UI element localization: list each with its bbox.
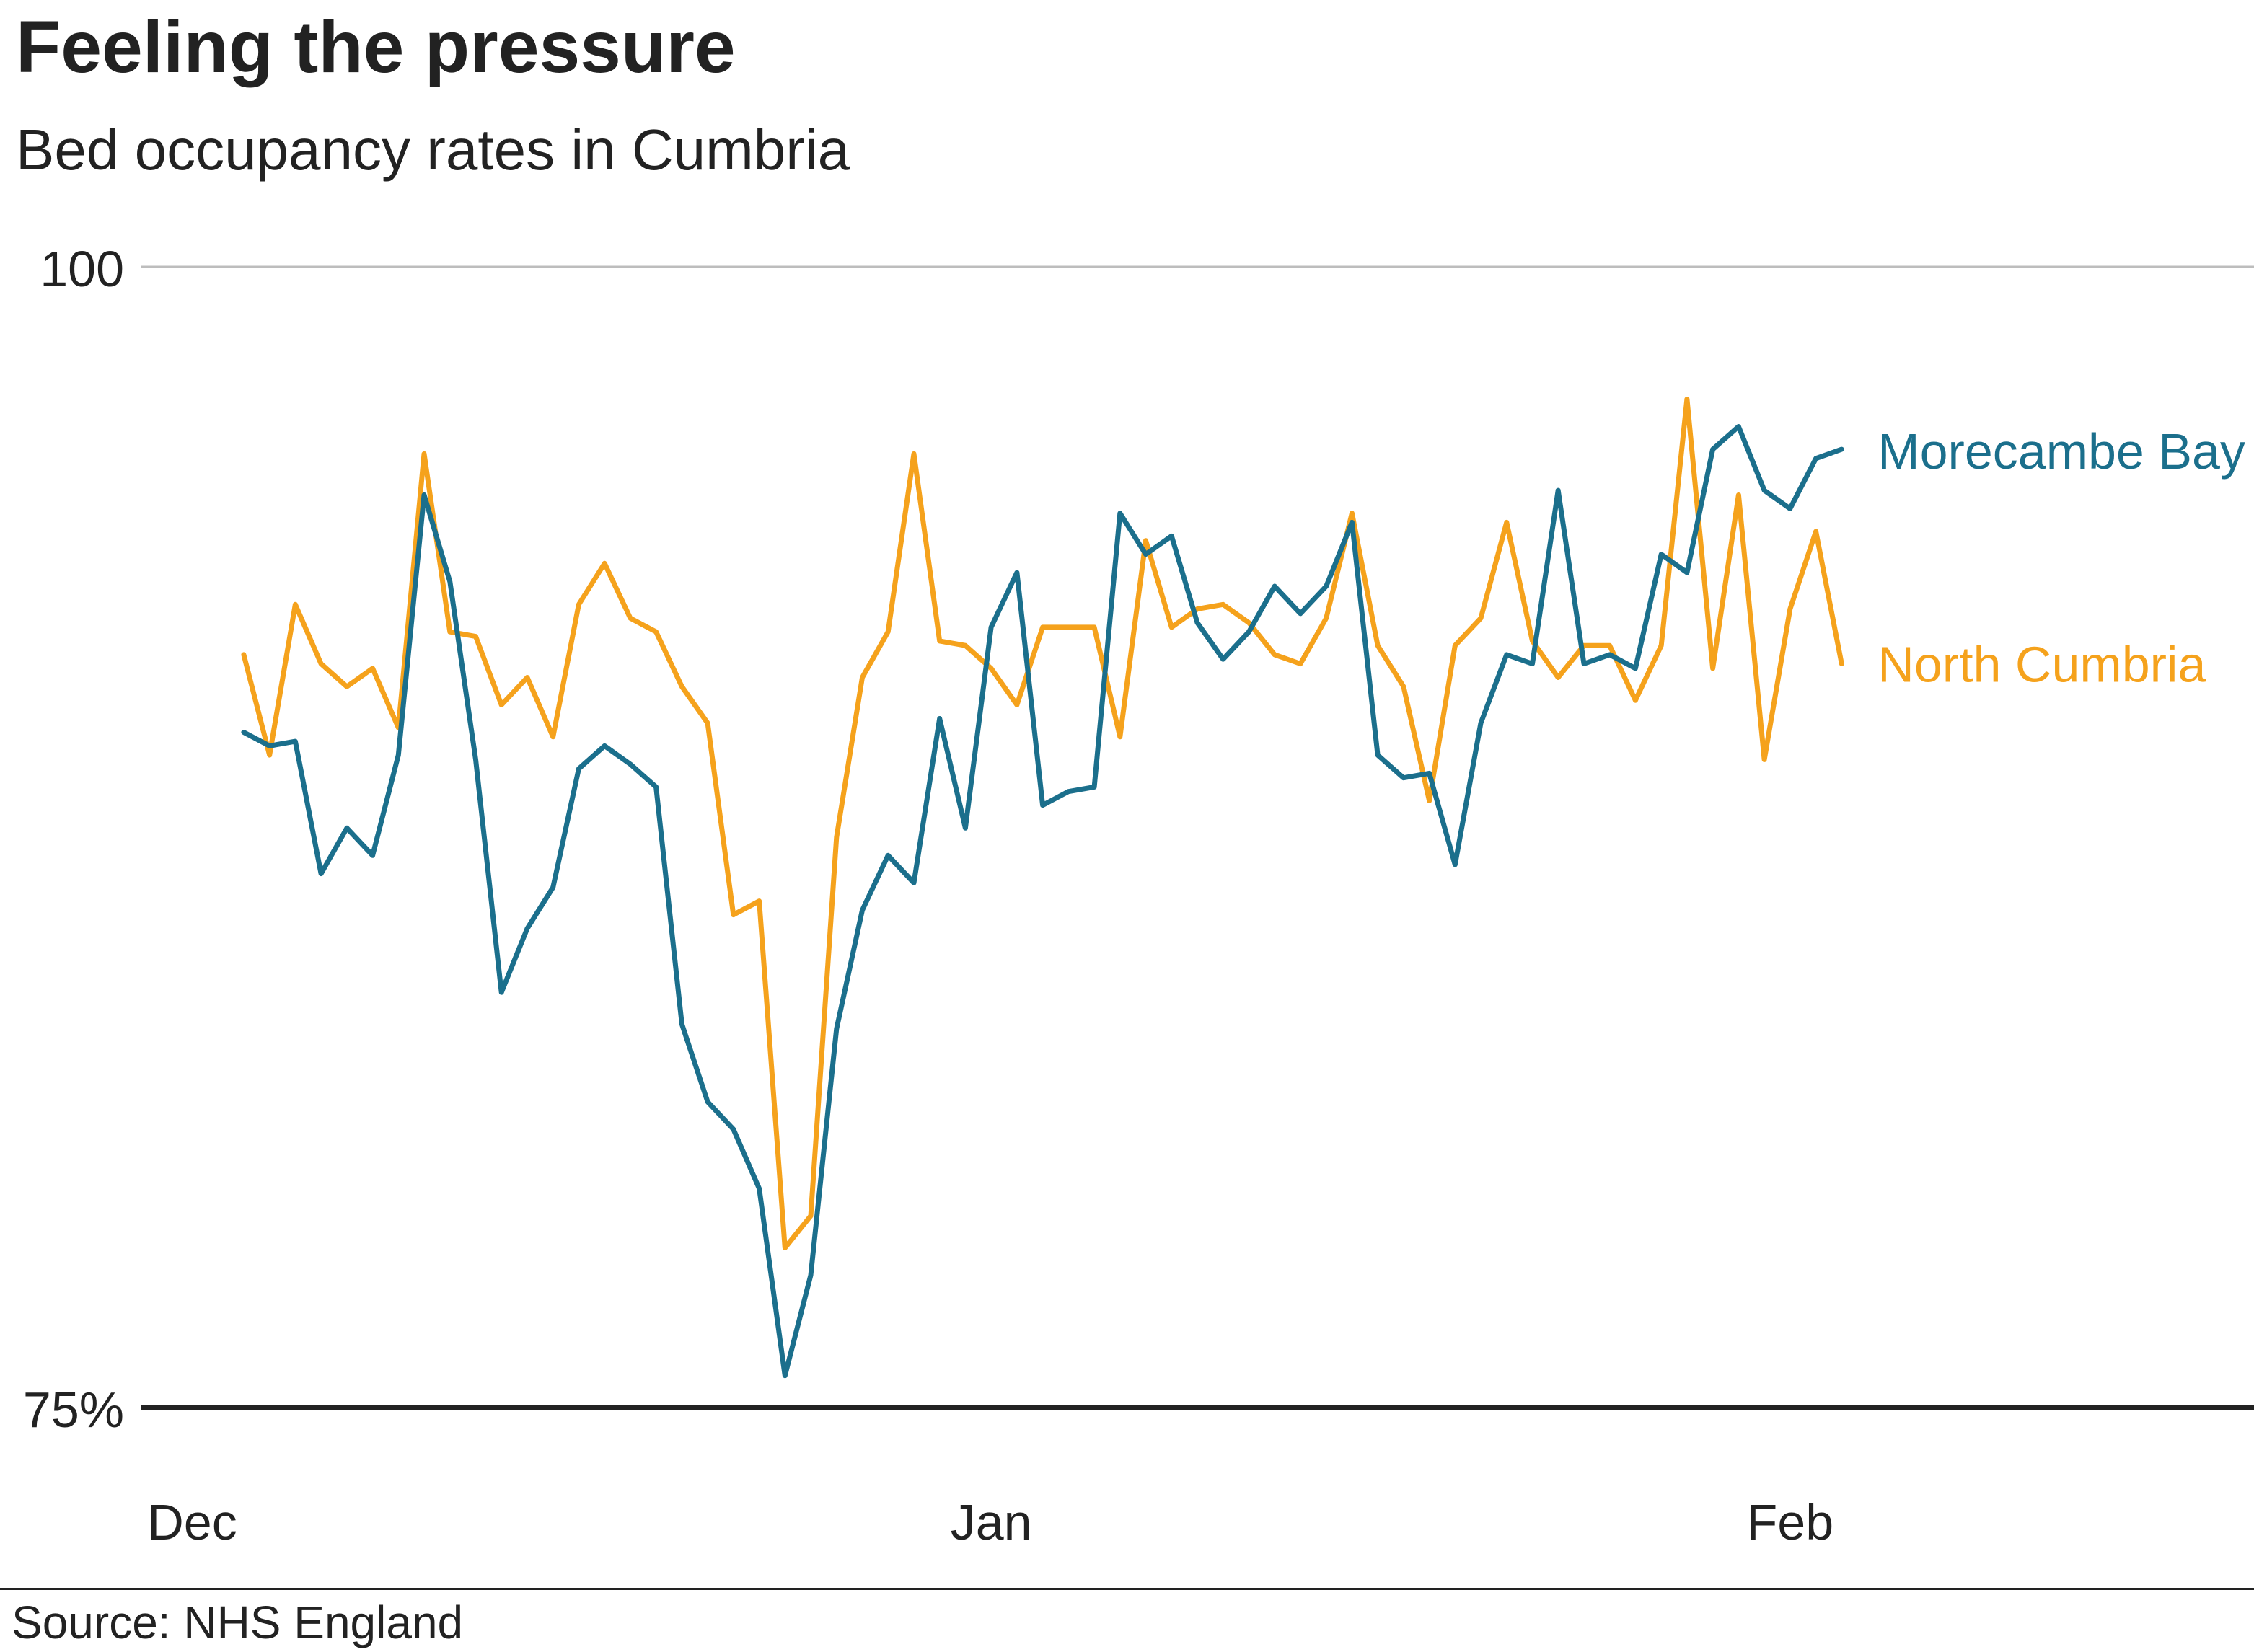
series-label-north-cumbria: North Cumbria [1877,637,2206,693]
series-label-morecambe-bay: Morecambe Bay [1877,423,2245,480]
source-note: Source: NHS England [12,1596,464,1648]
x-tick-label: Feb [1747,1494,1834,1550]
footer-rule [0,1588,2254,1590]
x-tick-label: Jan [951,1494,1032,1550]
y-tick-label: 100 [40,241,124,297]
x-tick-label: Dec [147,1494,237,1550]
y-tick-label: 75% [23,1382,124,1438]
axis-layer: 100 75% Dec Jan Feb [23,241,2254,1550]
label-layer: Morecambe Bay North Cumbria [1877,423,2245,692]
series-line-morecambe-bay [241,424,1844,1379]
series-layer [241,397,1844,1379]
chart-title: Feeling the pressure [16,6,736,88]
series-line-north-cumbria [241,397,1844,1250]
chart-subtitle: Bed occupancy rates in Cumbria [16,118,850,182]
